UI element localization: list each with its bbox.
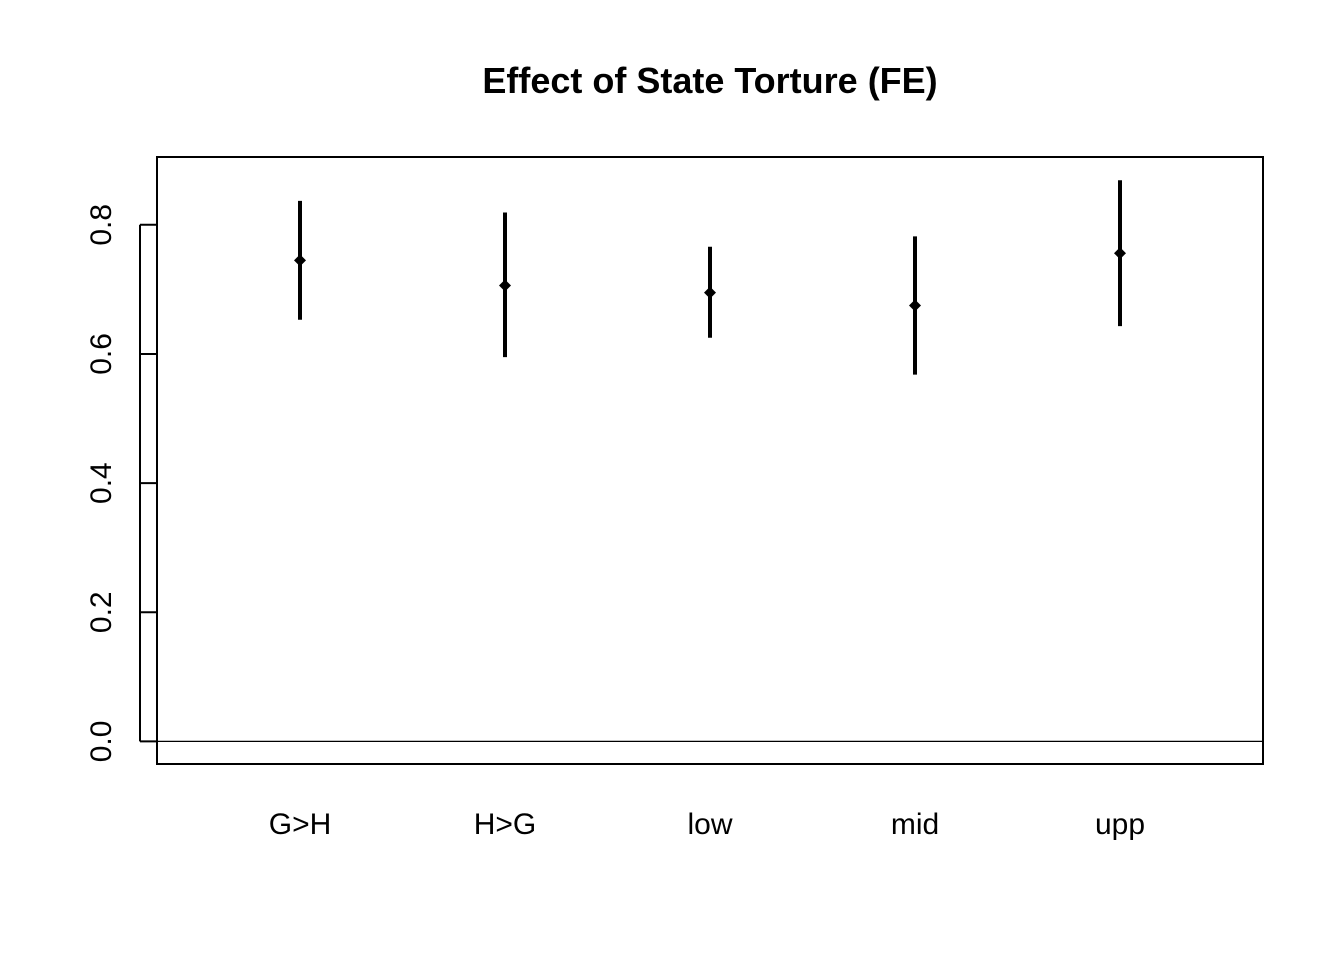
point-estimate-0 <box>294 254 306 267</box>
x-tick-label: mid <box>891 808 939 841</box>
point-estimate-4 <box>1114 247 1126 260</box>
x-tick-label: H>G <box>474 808 537 841</box>
chart-title: Effect of State Torture (FE) <box>482 60 937 101</box>
y-tick-label: 0.0 <box>85 721 118 763</box>
point-estimate-2 <box>704 286 716 299</box>
x-tick-label: upp <box>1095 808 1145 841</box>
y-tick-label: 0.6 <box>85 333 118 375</box>
plot-marks: 0.0 0.2 0.4 0.6 0.8 G>H H>G low mid upp <box>85 156 1264 841</box>
point-estimate-1 <box>499 279 511 292</box>
y-tick-label: 0.4 <box>85 462 118 504</box>
y-tick-label: 0.8 <box>85 204 118 246</box>
x-tick-label: G>H <box>269 808 332 841</box>
y-tick-label: 0.2 <box>85 591 118 633</box>
x-tick-label: low <box>687 808 732 841</box>
point-estimate-3 <box>909 299 921 312</box>
plot-frame <box>156 156 1264 765</box>
